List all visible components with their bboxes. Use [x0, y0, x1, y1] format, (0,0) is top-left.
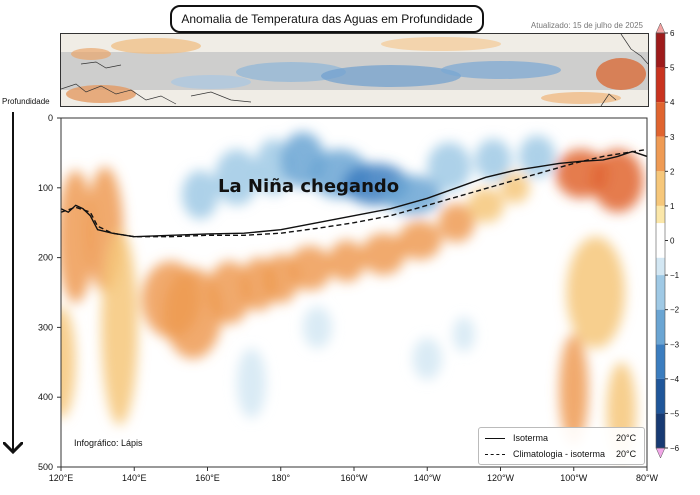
legend-value: 20°C [616, 433, 637, 443]
colorbar-segment [656, 378, 665, 414]
colorbar-segment [656, 413, 665, 448]
anomaly-blob [566, 236, 626, 349]
climatology-isotherm-line [61, 148, 647, 238]
anomaly-blob [61, 306, 76, 419]
map-land-outlines [61, 34, 648, 106]
colorbar-segment [656, 171, 665, 206]
anomaly-blob [61, 170, 94, 303]
colorbar-segment [656, 136, 665, 172]
colorbar-segment [656, 309, 665, 345]
colorbar-tick-label: −5 [670, 409, 680, 418]
anomaly-blob [302, 306, 333, 349]
anomaly-blob [559, 334, 589, 447]
colorbar-segment [656, 102, 665, 137]
anomaly-blob [383, 175, 442, 215]
map-svg [61, 34, 648, 106]
anomaly-blob [397, 220, 442, 260]
y-tick-label: 300 [38, 322, 53, 332]
colorbar-bottom-extend [655, 447, 666, 459]
y-tick-label: 500 [38, 462, 53, 472]
colorbar-tick-label: 1 [670, 202, 675, 211]
anomaly-blob [474, 138, 512, 181]
anomaly-blob [214, 149, 259, 206]
colorbar-segment [656, 275, 665, 310]
x-tick-label: 100°W [560, 473, 588, 483]
anomaly-blob [412, 337, 442, 380]
colorbar-tick-label: 3 [670, 133, 675, 142]
legend-item-isotherm: Isoterma 20°C [485, 431, 636, 445]
colorbar-tick-label: 4 [670, 98, 675, 107]
updated-date: Atualizado: 15 de julho de 2025 [530, 21, 643, 30]
y-tick-label: 400 [38, 392, 53, 402]
anomaly-blob [328, 240, 365, 283]
x-tick-label: 160°W [340, 473, 368, 483]
anomaly-blob [361, 233, 406, 276]
anomaly-blob [207, 261, 252, 324]
anomaly-blob [452, 316, 475, 352]
anomaly-blob [518, 135, 556, 178]
anomaly-blob [181, 170, 219, 220]
surface-anomaly-map [60, 33, 649, 107]
legend-label: Climatologia - isoterma [513, 449, 606, 459]
colorbar-segment [656, 33, 665, 68]
legend: Isoterma 20°C Climatologia - isoterma 20… [478, 427, 645, 465]
map-cool-patches [171, 61, 561, 89]
colorbar-tick-label: −3 [670, 340, 680, 349]
colorbar-segment [656, 344, 665, 379]
y-tick-label: 100 [38, 183, 53, 193]
y-tick-label: 200 [38, 253, 53, 263]
colorbar-tick-label: 2 [670, 167, 675, 176]
colorbar-tick-label: −6 [670, 444, 680, 453]
isotherm-lines [61, 148, 647, 238]
anomaly-blob [163, 268, 223, 359]
colorbar-tick-label: −4 [670, 375, 680, 384]
colorbar-tick-label: 6 [670, 29, 675, 38]
x-tick-label: 120°E [49, 473, 74, 483]
legend-dashed-line [485, 453, 505, 455]
colorbar-segment [656, 257, 665, 276]
colorbar-tick-label: −2 [670, 306, 680, 315]
colorbar-tick-label: 5 [670, 64, 675, 73]
colorbar-tick-label: 0 [670, 237, 675, 246]
colorbar-tick-label: −1 [670, 271, 680, 280]
y-tick-label: 0 [48, 113, 53, 123]
la-nina-annotation: La Niña chegando [218, 176, 400, 197]
colorbar-segment [656, 205, 665, 224]
colorbar-segment [656, 223, 665, 258]
infographic-credit: Infográfico: Lápis [74, 438, 143, 448]
x-tick-label: 140°E [122, 473, 147, 483]
anomaly-blob [500, 172, 530, 204]
legend-item-climatology: Climatologia - isoterma 20°C [485, 447, 636, 461]
anomaly-blob [438, 203, 475, 243]
chart-title: Anomalia de Temperatura das Aguas em Pro… [181, 12, 473, 26]
colorbar-top-extend [655, 22, 666, 34]
x-tick-label: 140°W [414, 473, 442, 483]
x-tick-label: 180° [271, 473, 290, 483]
colorbar-segment [656, 67, 665, 103]
anomaly-blob [427, 142, 472, 192]
anomaly-field [61, 131, 644, 461]
map-warm-patches [66, 37, 646, 104]
chart-title-box: Anomalia de Temperatura das Aguas em Pro… [170, 5, 484, 33]
legend-value: 20°C [616, 449, 637, 459]
anomaly-blob [101, 229, 138, 426]
y-axis-title: Profundidade [2, 97, 50, 106]
x-axis: 120°E 140°E 160°E 180° 160°W 140°W 120°W 100°W 8… [49, 467, 659, 483]
x-tick-label: 80°W [636, 473, 659, 483]
anomaly-blob [467, 187, 505, 223]
y-axis: 0 100 200 300 400 500 [38, 113, 61, 472]
colorbar: 6 5 4 3 2 1 0 −1 −2 −3 −4 −5 −6 [655, 22, 680, 459]
isotherm-line [61, 150, 647, 238]
x-tick-label: 160°E [195, 473, 220, 483]
anomaly-blob [288, 245, 333, 291]
x-tick-label: 120°W [487, 473, 515, 483]
legend-solid-line [485, 437, 505, 439]
anomaly-blob [592, 149, 644, 213]
legend-label: Isoterma [513, 433, 549, 443]
anomaly-blob [236, 348, 267, 419]
